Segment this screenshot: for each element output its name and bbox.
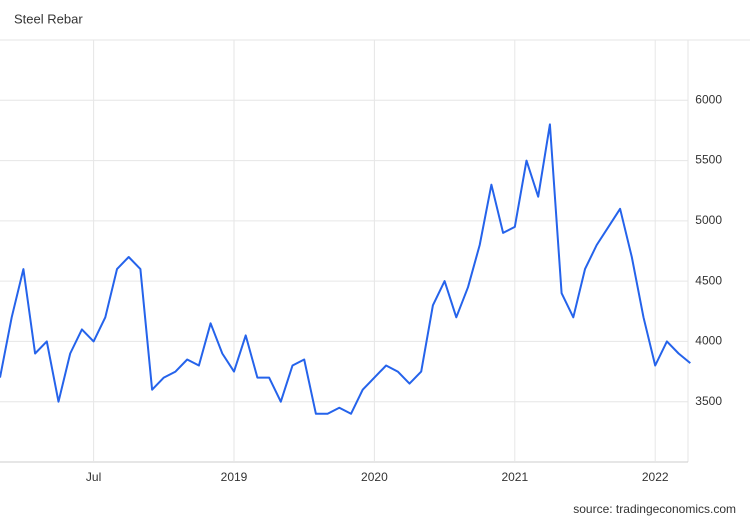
x-tick-label: 2022 xyxy=(642,470,669,484)
x-tick-label: Jul xyxy=(86,470,101,484)
y-tick-label: 5500 xyxy=(695,153,722,167)
y-tick-label: 4000 xyxy=(695,334,722,348)
y-tick-label: 6000 xyxy=(695,92,722,106)
y-tick-label: 5000 xyxy=(695,213,722,227)
source: source: tradingeconomics.com xyxy=(573,502,736,516)
line xyxy=(0,123,691,415)
x-tick-label: 2021 xyxy=(501,470,528,484)
y-tick-label: 4500 xyxy=(695,273,722,287)
y-tick-label: 3500 xyxy=(695,394,722,408)
chart-title: Steel Rebar xyxy=(14,11,83,26)
x-tick-label: 2019 xyxy=(221,470,248,484)
x-tick-label: 2020 xyxy=(361,470,388,484)
